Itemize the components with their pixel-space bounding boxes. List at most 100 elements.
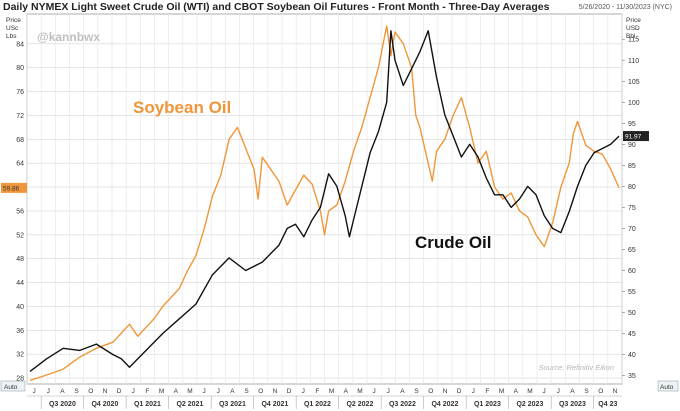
series-line-crude-oil [29, 30, 620, 372]
right-tick-label: 65 [628, 247, 636, 254]
month-tick-label: J [217, 388, 220, 395]
right-tick-label: 40 [628, 352, 636, 359]
right-tick-label: 55 [628, 289, 636, 296]
legend-label-crude-oil: Crude Oil [415, 233, 492, 252]
quarter-tick-label: Q1 2021 [134, 401, 161, 408]
last-value-label-right: 91.97 [625, 134, 642, 141]
source-label: Source: Refinitiv Eikon [539, 363, 614, 372]
month-tick-label: O [598, 388, 603, 395]
quarter-tick-label: Q1 2023 [474, 401, 501, 408]
right-tick-label: 105 [628, 79, 640, 86]
month-tick-label: D [457, 388, 462, 395]
quarter-tick-label: Q4 23 [598, 401, 617, 408]
quarter-tick-label: Q3 2020 [49, 401, 76, 408]
auto-label-right: Auto [660, 384, 674, 391]
month-tick-label: F [145, 388, 149, 395]
quarter-tick-label: Q2 2021 [176, 401, 203, 408]
month-tick-label: J [472, 388, 475, 395]
month-tick-label: A [570, 388, 575, 395]
left-tick-label: 32 [16, 352, 24, 359]
month-tick-label: S [414, 388, 419, 395]
month-tick-label: F [315, 388, 319, 395]
month-tick-label: O [88, 388, 93, 395]
month-tick-label: M [187, 388, 192, 395]
quarter-tick-label: Q3 2023 [559, 401, 586, 408]
quarter-tick-label: Q3 2022 [389, 401, 416, 408]
month-tick-label: M [357, 388, 362, 395]
right-tick-label: 50 [628, 310, 636, 317]
month-tick-label: J [132, 388, 135, 395]
quarter-tick-label: Q3 2021 [219, 401, 246, 408]
left-tick-label: 76 [16, 89, 24, 96]
month-tick-label: M [159, 388, 164, 395]
month-tick-label: J [32, 388, 35, 395]
right-tick-label: 80 [628, 184, 636, 191]
month-tick-label: S [584, 388, 589, 395]
right-tick-label: 110 [628, 58, 639, 65]
quarter-tick-label: Q2 2022 [346, 401, 373, 408]
left-tick-label: 40 [16, 304, 24, 311]
right-tick-label: 70 [628, 226, 636, 233]
auto-box-left [0, 380, 26, 392]
month-tick-label: M [527, 388, 532, 395]
left-tick-label: 84 [16, 41, 24, 48]
month-tick-label: J [542, 388, 545, 395]
month-tick-label: F [485, 388, 489, 395]
right-tick-label: 95 [628, 121, 636, 128]
right-tick-label: 60 [628, 268, 636, 275]
month-tick-label: J [387, 388, 390, 395]
legend-label-soybean-oil: Soybean Oil [133, 98, 231, 117]
left-axis-label: Lbs [6, 33, 17, 40]
month-tick-label: J [302, 388, 305, 395]
month-tick-label: J [372, 388, 375, 395]
left-tick-label: 52 [16, 232, 24, 239]
left-tick-label: 36 [16, 328, 24, 335]
right-tick-label: 45 [628, 331, 636, 338]
month-tick-label: D [287, 388, 292, 395]
month-tick-label: A [60, 388, 65, 395]
left-tick-label: 28 [16, 376, 24, 383]
month-tick-label: N [443, 388, 448, 395]
auto-label-left: Auto [4, 384, 18, 391]
quarter-tick-label: Q2 2023 [516, 401, 543, 408]
month-tick-label: M [329, 388, 334, 395]
quarter-tick-label: Q1 2022 [304, 401, 331, 408]
right-tick-label: 100 [628, 100, 640, 107]
left-tick-label: 44 [16, 280, 24, 287]
month-tick-label: A [174, 388, 179, 395]
right-tick-label: 85 [628, 163, 636, 170]
right-tick-label: 35 [628, 373, 636, 380]
right-axis-label: Price [626, 17, 641, 24]
month-tick-label: D [117, 388, 122, 395]
month-tick-label: A [514, 388, 519, 395]
last-value-label-left: 59.86 [3, 185, 20, 192]
left-tick-label: 64 [16, 161, 24, 168]
quarter-tick-label: Q4 2022 [431, 401, 458, 408]
month-tick-label: M [499, 388, 504, 395]
month-tick-label: A [230, 388, 235, 395]
month-tick-label: J [47, 388, 50, 395]
month-tick-label: S [74, 388, 79, 395]
last-value-badge-left [1, 182, 27, 193]
right-tick-label: 75 [628, 205, 636, 212]
month-tick-label: J [557, 388, 560, 395]
left-axis-label: Price [6, 17, 21, 24]
quarter-tick-label: Q4 2020 [91, 401, 118, 408]
left-tick-label: 68 [16, 137, 24, 144]
month-tick-label: A [400, 388, 405, 395]
left-axis-label: USc [6, 25, 19, 32]
auto-box-right [657, 380, 679, 392]
series-line-soybean-oil [29, 25, 620, 382]
right-tick-label: 115 [628, 37, 639, 44]
month-tick-label: S [244, 388, 249, 395]
month-tick-label: A [344, 388, 349, 395]
chart-title: Daily NYMEX Light Sweet Crude Oil (WTI) … [3, 1, 550, 13]
left-tick-label: 72 [16, 113, 24, 120]
right-axis-label: Bbl [626, 33, 636, 40]
month-tick-label: O [428, 388, 433, 395]
month-tick-label: N [613, 388, 618, 395]
quarter-tick-label: Q4 2021 [261, 401, 288, 408]
date-range: 5/26/2020 - 11/30/2023 (NYC) [578, 4, 672, 11]
left-tick-label: 48 [16, 256, 24, 263]
